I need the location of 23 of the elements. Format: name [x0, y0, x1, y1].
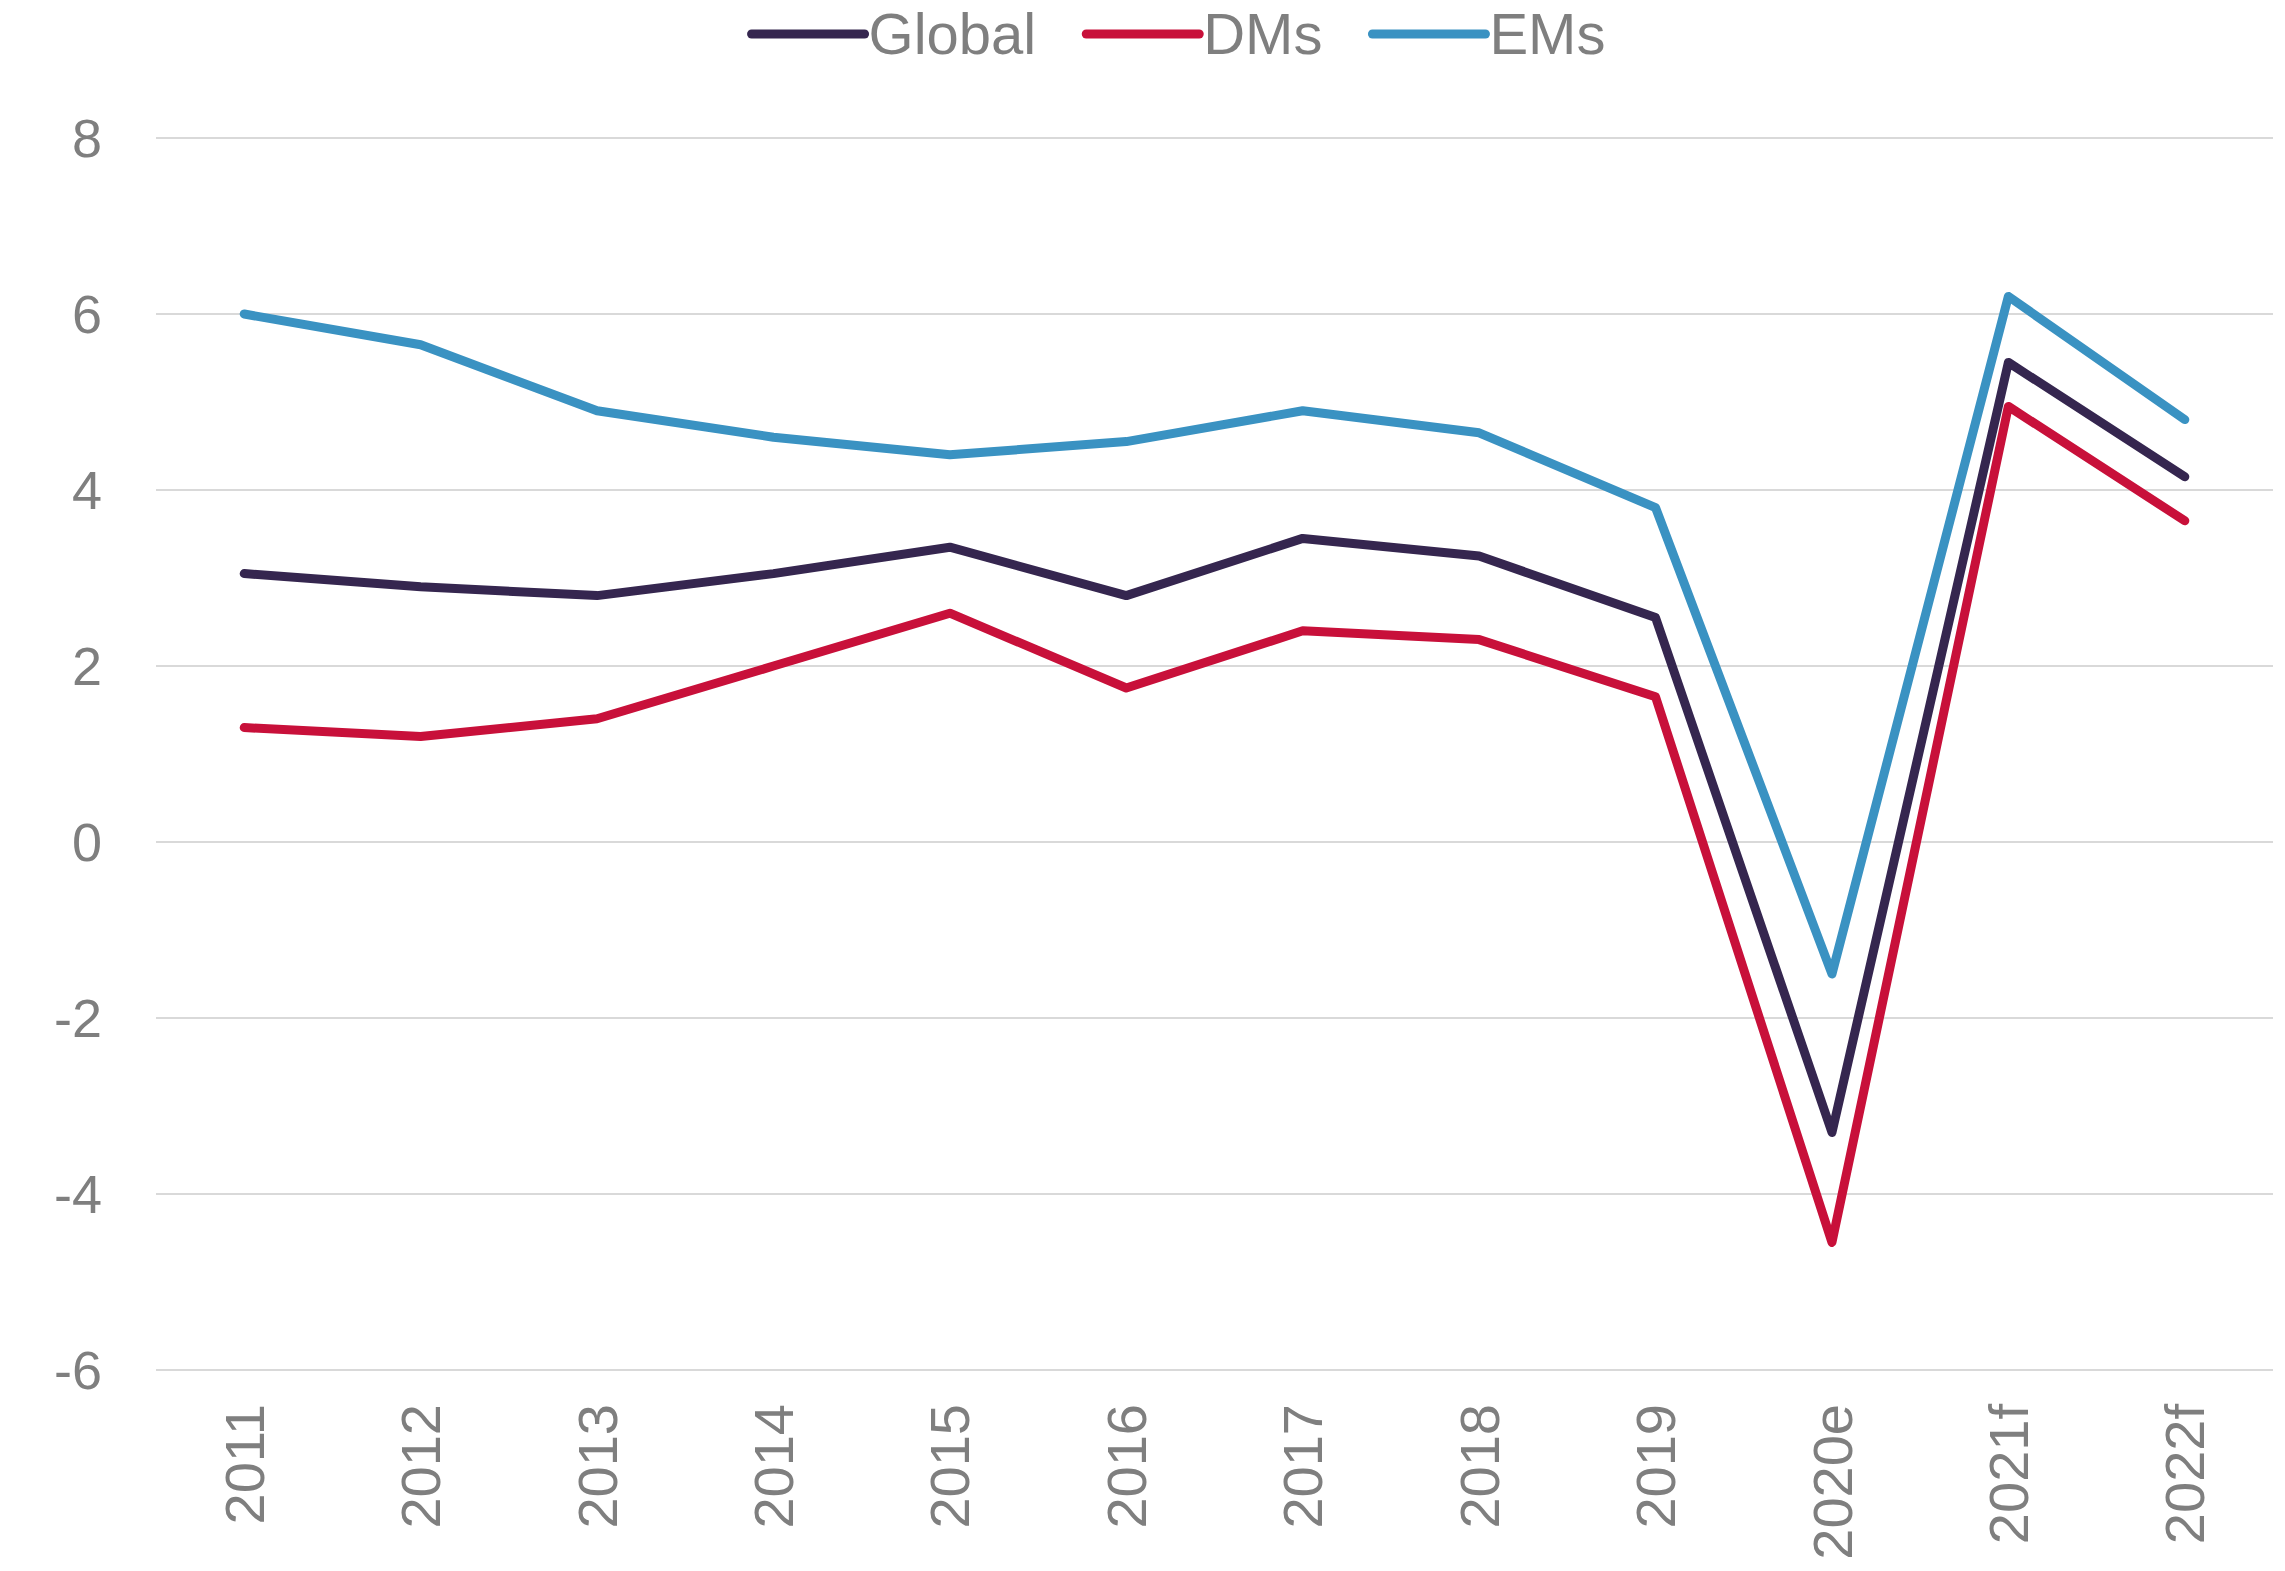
x-tick-label: 2014 [742, 1404, 806, 1529]
x-tick-label: 2017 [1271, 1404, 1335, 1529]
y-tick-label: 8 [71, 107, 102, 168]
x-tick-label: 2020e [1800, 1404, 1864, 1560]
legend-label: EMs [1489, 1, 1606, 67]
legend-label: Global [868, 1, 1037, 67]
x-tick-label: 2021f [1976, 1403, 2040, 1545]
x-tick-label: 2015 [918, 1404, 982, 1529]
y-tick-label: -6 [53, 1339, 102, 1400]
y-tick-label: 4 [71, 459, 102, 520]
y-tick-label: -4 [53, 1163, 102, 1224]
x-tick-label: 2016 [1094, 1404, 1158, 1529]
legend-label: DMs [1203, 1, 1323, 67]
y-tick-label: 2 [71, 635, 102, 696]
x-tick-label: 2013 [565, 1404, 629, 1529]
x-tick-label: 2019 [1624, 1404, 1688, 1529]
y-tick-label: 0 [71, 811, 102, 872]
y-tick-label: 6 [71, 283, 102, 344]
x-tick-label: 2011 [212, 1404, 276, 1525]
x-tick-label: 2018 [1447, 1404, 1511, 1529]
x-tick-label: 2022f [2153, 1403, 2217, 1545]
y-tick-label: -2 [53, 987, 102, 1048]
x-tick-label: 2012 [389, 1404, 453, 1529]
